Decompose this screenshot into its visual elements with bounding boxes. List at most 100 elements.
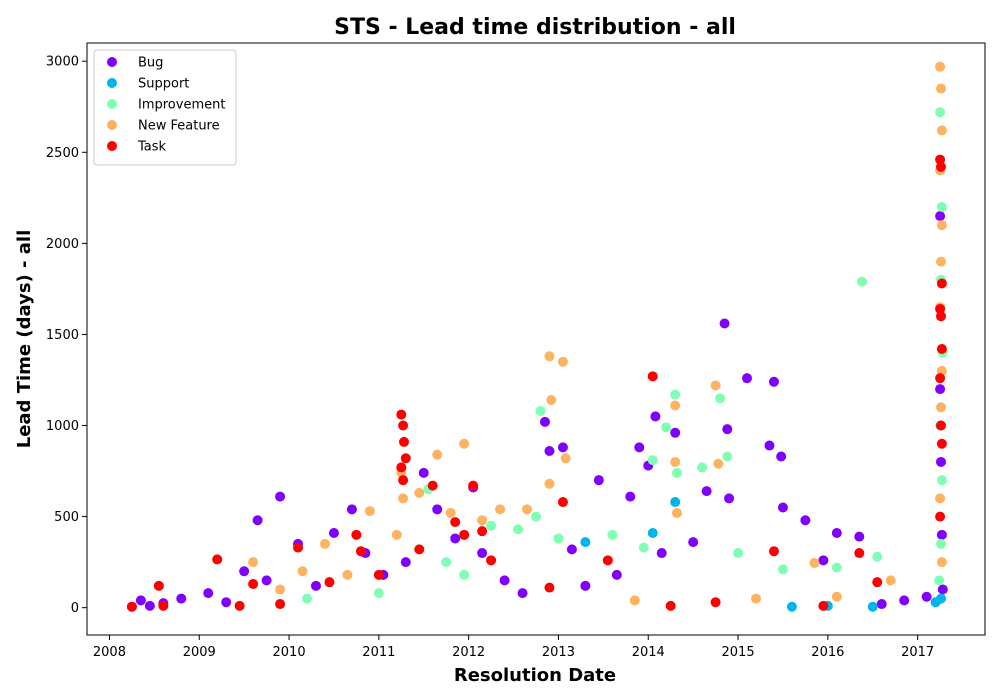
- y-tick-label: 1500: [46, 328, 79, 343]
- point-new-feature: [710, 380, 721, 391]
- point-bug: [634, 442, 645, 453]
- point-new-feature: [935, 83, 946, 94]
- point-improvement: [459, 569, 470, 580]
- point-new-feature: [546, 395, 557, 406]
- y-tick-label: 500: [54, 510, 79, 525]
- point-task: [248, 578, 259, 589]
- point-bug: [722, 424, 733, 435]
- point-improvement: [535, 405, 546, 416]
- point-bug: [650, 411, 661, 422]
- point-bug: [777, 502, 788, 513]
- point-task: [477, 526, 488, 537]
- point-new-feature: [751, 593, 762, 604]
- point-bug: [936, 529, 947, 540]
- point-improvement: [553, 533, 564, 544]
- x-tick-label: 2009: [183, 645, 216, 660]
- point-task: [153, 580, 164, 591]
- point-bug: [921, 591, 932, 602]
- point-bug: [176, 593, 187, 604]
- legend-marker: [107, 57, 117, 67]
- point-new-feature: [495, 504, 506, 515]
- legend-label: Support: [138, 77, 189, 92]
- point-task: [396, 409, 407, 420]
- point-task: [647, 371, 658, 382]
- x-axis: 2008 2009 2010 2011 2012 2013 2014 2015 2016 2017: [93, 635, 934, 660]
- point-bug: [899, 595, 910, 606]
- point-task: [355, 546, 366, 557]
- point-task: [324, 577, 335, 588]
- point-bug: [239, 566, 250, 577]
- point-task: [936, 438, 947, 449]
- point-bug: [701, 486, 712, 497]
- point-task: [935, 373, 946, 384]
- point-support: [867, 601, 878, 612]
- point-improvement: [777, 564, 788, 575]
- legend-label: Improvement: [138, 98, 225, 113]
- point-bug: [252, 515, 263, 526]
- point-bug: [800, 515, 811, 526]
- point-bug: [935, 384, 946, 395]
- point-new-feature: [544, 478, 555, 489]
- point-support: [580, 537, 591, 548]
- point-bug: [768, 376, 779, 387]
- point-new-feature: [670, 456, 681, 467]
- point-improvement: [486, 520, 497, 531]
- legend-label: New Feature: [138, 119, 220, 134]
- point-bug: [221, 597, 232, 608]
- point-task: [872, 577, 883, 588]
- point-improvement: [936, 201, 947, 212]
- point-task: [373, 569, 384, 580]
- point-new-feature: [459, 438, 470, 449]
- x-tick-label: 2013: [542, 645, 575, 660]
- legend-box: [93, 49, 237, 166]
- point-new-feature: [935, 493, 946, 504]
- point-improvement: [670, 389, 681, 400]
- point-improvement: [872, 551, 883, 562]
- point-new-feature: [560, 453, 571, 464]
- point-bug: [656, 548, 667, 559]
- point-task: [414, 544, 425, 555]
- point-new-feature: [297, 566, 308, 577]
- point-bug: [854, 531, 865, 542]
- point-improvement: [935, 107, 946, 118]
- point-task: [710, 597, 721, 608]
- point-new-feature: [936, 220, 947, 231]
- point-new-feature: [432, 449, 443, 460]
- point-bug: [310, 580, 321, 591]
- point-task: [936, 344, 947, 355]
- point-task: [398, 475, 409, 486]
- point-improvement: [531, 511, 541, 522]
- point-support: [670, 497, 681, 508]
- point-new-feature: [629, 595, 640, 606]
- point-task: [768, 546, 779, 557]
- point-task: [212, 554, 223, 565]
- point-bug: [764, 440, 775, 451]
- point-new-feature: [935, 402, 946, 413]
- point-task: [275, 599, 286, 610]
- point-task: [935, 420, 946, 431]
- point-task: [351, 529, 362, 540]
- point-bug: [418, 467, 429, 478]
- y-tick-label: 0: [71, 601, 79, 616]
- x-tick-label: 2008: [93, 645, 126, 660]
- point-task: [126, 601, 137, 612]
- point-bug: [544, 446, 555, 457]
- point-new-feature: [391, 529, 402, 540]
- point-new-feature: [671, 507, 682, 518]
- point-improvement: [697, 462, 708, 473]
- point-new-feature: [670, 400, 681, 411]
- point-task: [544, 582, 555, 593]
- y-axis-label: Lead Time (days) - all: [14, 230, 35, 449]
- point-new-feature: [936, 557, 947, 568]
- point-task: [158, 600, 169, 611]
- point-bug: [742, 373, 753, 384]
- point-improvement: [671, 467, 682, 478]
- point-bug: [818, 555, 829, 566]
- point-task: [486, 555, 497, 566]
- point-new-feature: [319, 538, 330, 549]
- point-new-feature: [831, 591, 842, 602]
- point-support: [935, 593, 946, 604]
- point-new-feature: [936, 125, 947, 136]
- point-task: [935, 511, 946, 522]
- point-task: [935, 154, 946, 165]
